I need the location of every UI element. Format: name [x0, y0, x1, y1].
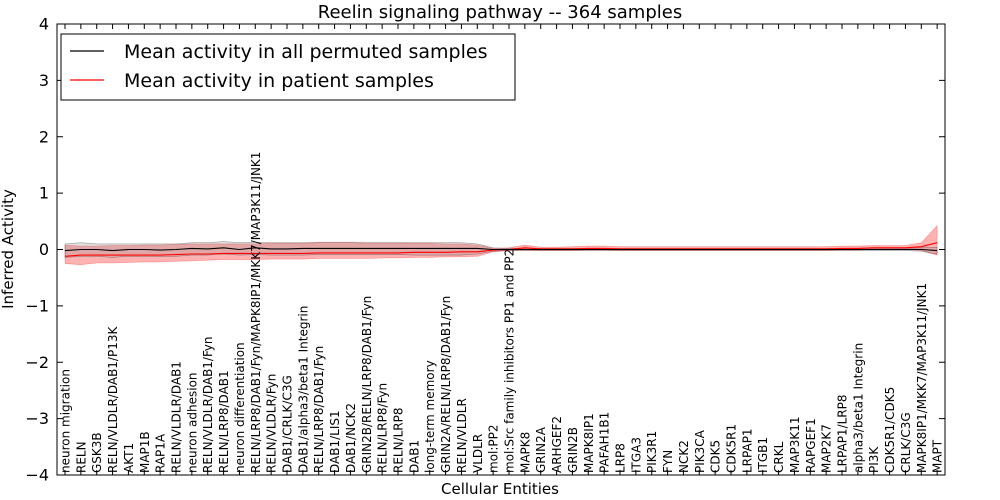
x-tick-label: GSK3B — [90, 432, 104, 473]
x-tick-label: LRP8 — [614, 443, 628, 473]
x-tick-label: LRPAP1 — [740, 428, 754, 473]
x-tick-label: DAB1/NCK2 — [344, 403, 358, 473]
x-tick-label: CDK5R1 — [725, 424, 739, 473]
x-tick-label: VLDLR — [471, 434, 485, 473]
x-tick-label: neuron migration — [59, 369, 73, 473]
x-tick-label: ITGB1 — [756, 437, 770, 473]
legend-box — [60, 33, 516, 101]
x-tick-label: ITGA3 — [629, 437, 643, 473]
x-tick-label: MAPK8 — [518, 432, 532, 473]
y-axis-label: Inferred Activity — [0, 189, 17, 309]
x-tick-label: RELN/LRP8/DAB1/Fyn/MAPK8IP1/MKK7/MAP3K11… — [249, 152, 263, 473]
y-tick-label: 3 — [39, 71, 49, 90]
x-tick-label: CDK5R1/CDK5 — [883, 387, 897, 473]
x-tick-label: MAP2K7 — [820, 424, 834, 473]
x-tick-label: long-term memory — [423, 360, 437, 473]
x-tick-label: DAB1/CRLK/C3G — [281, 375, 295, 473]
x-tick-label: RELN/LRP8 — [392, 407, 406, 473]
x-tick-label: RELN/VLDLR — [455, 398, 469, 473]
x-tick-label: MAP1B — [138, 431, 152, 473]
permuted-mean-line — [64, 247, 938, 252]
x-tick-label: CRLK/C3G — [899, 412, 913, 473]
x-tick-label: alpha3/beta1 Integrin — [851, 343, 865, 473]
x-tick-label: mol:PP2 — [487, 424, 501, 473]
y-tick-label: −3 — [25, 409, 49, 428]
x-axis-label: Cellular Entities — [441, 480, 559, 498]
x-tick-label: NCK2 — [677, 440, 691, 473]
x-tick-label: RELN — [74, 441, 88, 473]
x-tick-label: ARHGEF2 — [550, 416, 564, 473]
x-tick-label: GRIN2A — [534, 426, 548, 473]
x-tick-label: DAB1/LIS1 — [328, 410, 342, 473]
x-tick-label: CDK5 — [709, 440, 723, 473]
x-tick-label: RELN/LRP8/DAB1 — [217, 370, 231, 473]
x-tick-label: PIK3R1 — [645, 431, 659, 473]
x-tick-label: MAP3K11 — [788, 416, 802, 473]
legend-label-patient: Mean activity in patient samples — [124, 70, 434, 92]
x-tick-label: FYN — [661, 450, 675, 473]
x-tick-label: LRPAP1/LRP8 — [836, 394, 850, 473]
legend-label-permuted: Mean activity in all permuted samples — [124, 41, 487, 63]
y-tick-label: −4 — [25, 466, 49, 485]
x-tick-label: RELN/LRP8/DAB1/Fyn — [312, 346, 326, 473]
patient-range-band — [64, 225, 938, 266]
legend: Mean activity in all permuted samples Me… — [60, 33, 516, 101]
x-tick-label: RELN/VLDLR/DAB1/Fyn — [201, 337, 215, 473]
y-tick-label: 4 — [39, 15, 49, 34]
x-tick-label: AKT1 — [122, 443, 136, 473]
x-tick-label: RELN/VLDLR/DAB1 — [170, 361, 184, 473]
y-tick-label: 0 — [39, 240, 49, 259]
x-tick-label: neuron differentiation — [233, 342, 247, 473]
x-tick-label: RAP1A — [154, 433, 168, 473]
x-tick-label: mol:Src family inhibitors PP1 and PP2 — [503, 249, 517, 473]
x-tick-label: MAPK8IP1 — [582, 413, 596, 473]
x-tick-label: RELN/LRP8/Fyn — [376, 383, 390, 473]
x-tick-label: PI3K — [867, 446, 881, 473]
y-tick-label: 2 — [39, 127, 49, 146]
x-tick-label: CRKL — [772, 441, 786, 473]
x-tick-label: neuron adhesion — [185, 372, 199, 473]
x-tick-label: RELN/VLDLR/DAB1/P13K — [106, 326, 120, 473]
y-tick-label: −2 — [25, 353, 49, 372]
y-tick-label: −1 — [25, 296, 49, 315]
x-tick-label: GRIN2A/RELN/LRP8/DAB1/Fyn — [439, 296, 453, 473]
x-tick-label: PAFAH1B1 — [598, 412, 612, 473]
x-tick-label: GRIN2B — [566, 427, 580, 473]
x-tick-label: DAB1 — [407, 440, 421, 473]
y-tick-label: 1 — [39, 184, 49, 203]
x-tick-label: RELN/VLDLR/Fyn — [265, 374, 279, 473]
x-tick-label: MAPT — [931, 439, 945, 473]
x-tick-label: DAB1/alpha3/beta1 Integrin — [296, 306, 310, 473]
x-tick-label: MAPK8IP1/MKK7/MAP3K11/JNK1 — [915, 283, 929, 473]
chart-title: Reelin signaling pathway -- 364 samples — [318, 2, 682, 23]
x-tick-label: GRIN2B/RELN/LRP8/DAB1/Fyn — [360, 296, 374, 473]
x-tick-label: PIK3CA — [693, 429, 707, 473]
x-tick-label: RAPGEF1 — [804, 418, 818, 473]
